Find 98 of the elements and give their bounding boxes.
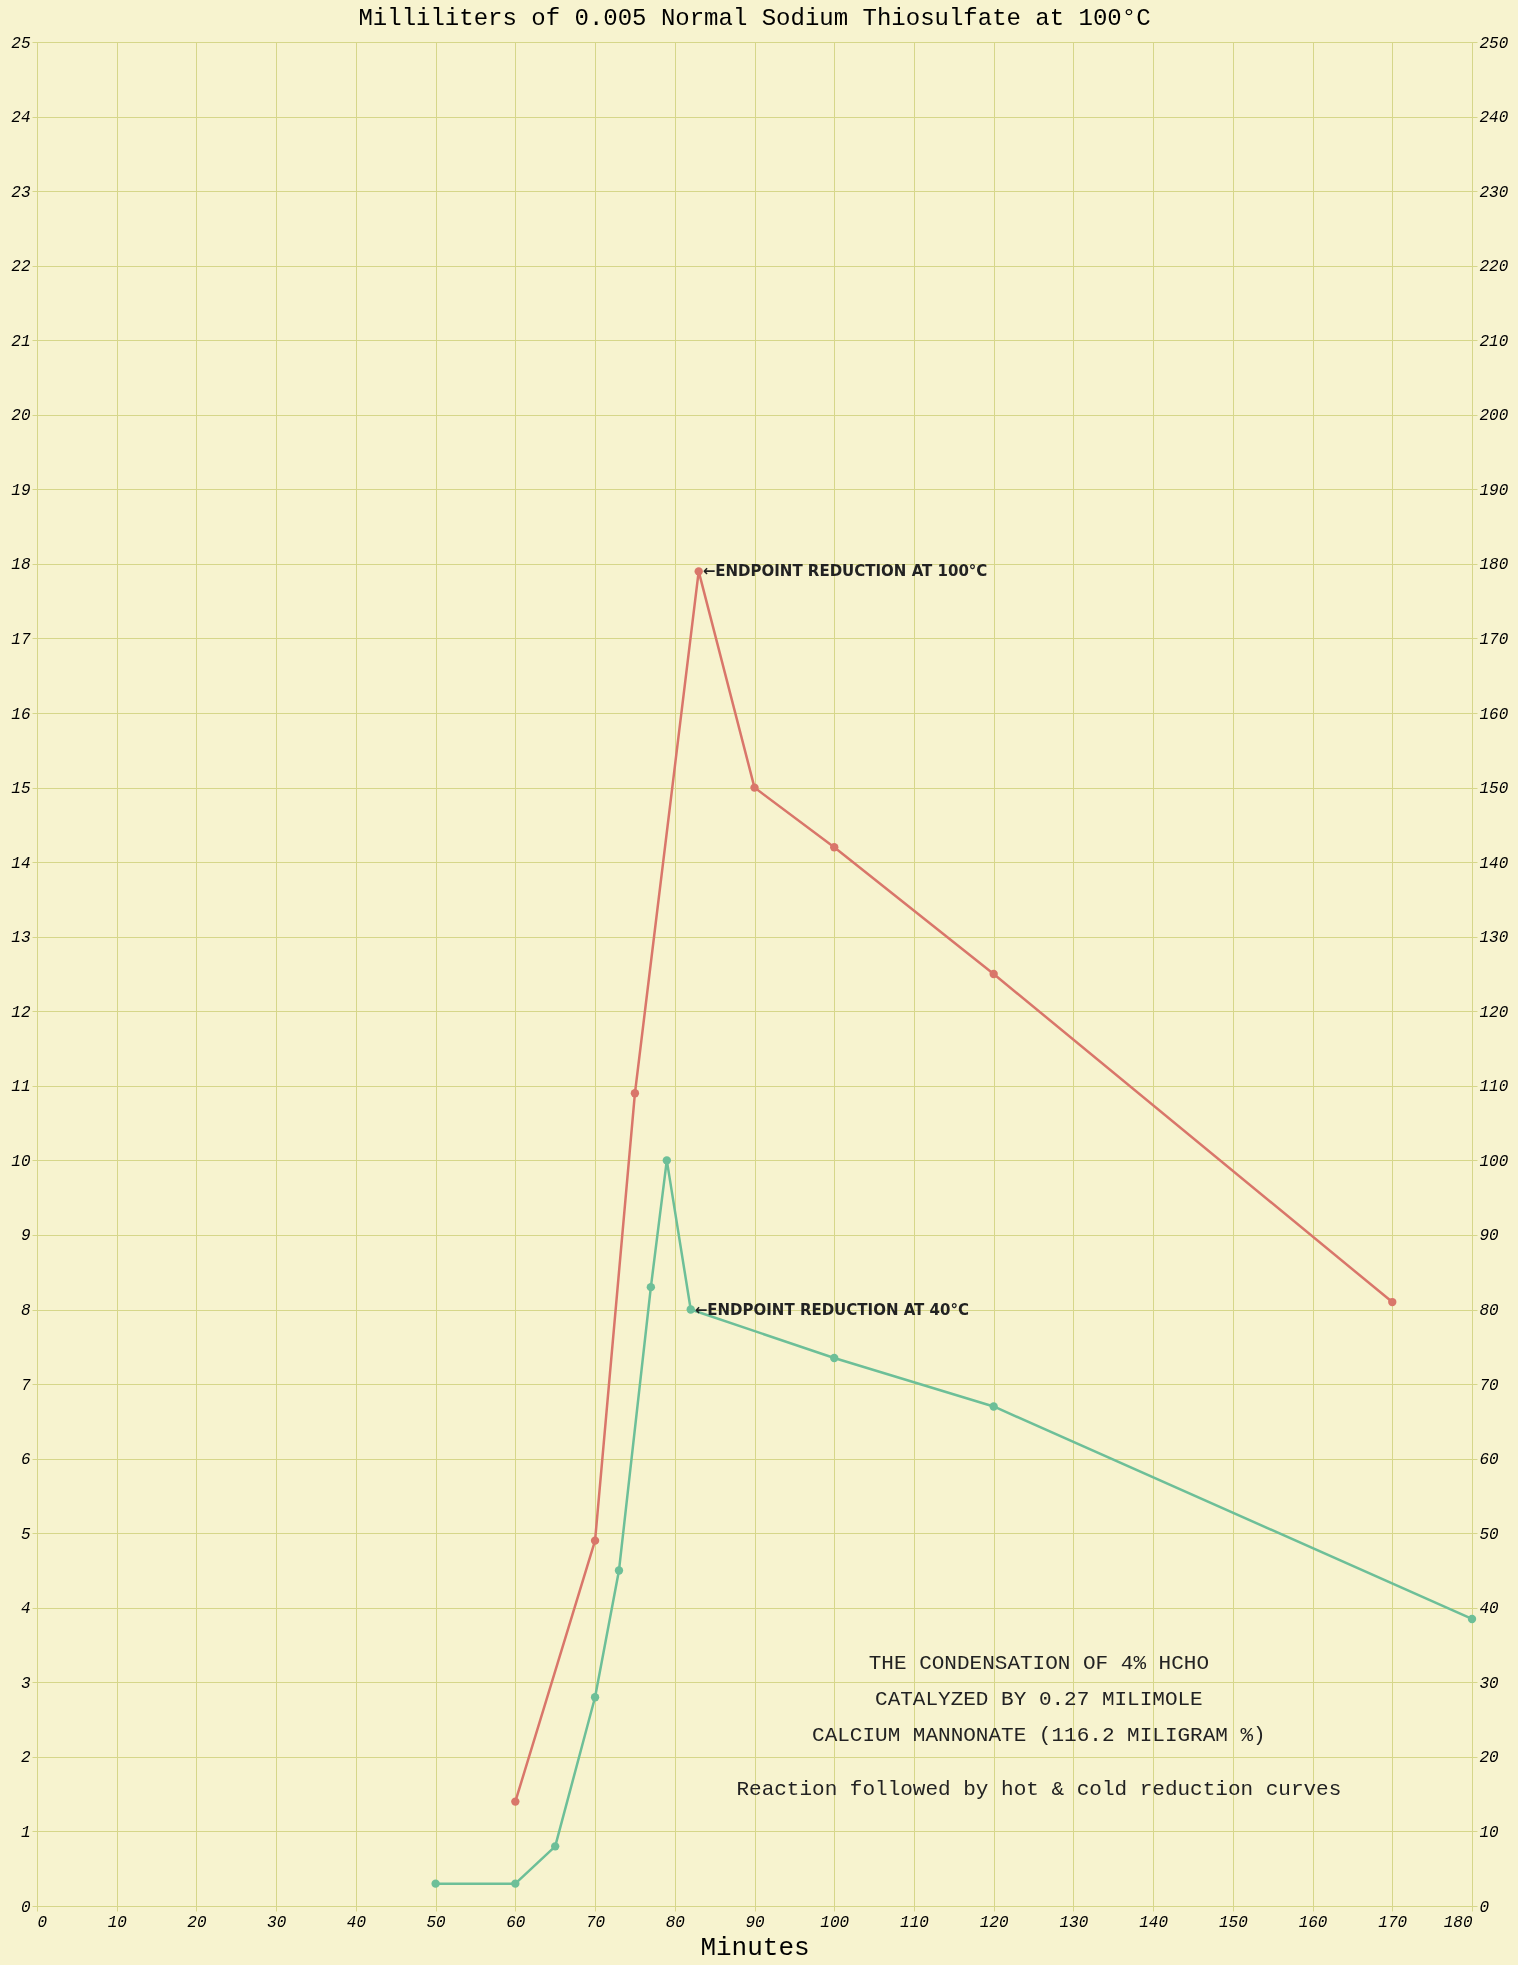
y2-tick-label: 160 (1479, 705, 1509, 724)
y2-tick-label: 0 (1479, 1898, 1490, 1917)
y2-tick-label: 90 (1479, 1227, 1500, 1246)
annotation: CALCIUM MANNONATE (116.2 MILIGRAM %) (812, 1724, 1266, 1748)
x-tick-label: 10 (107, 1913, 128, 1932)
y-tick-label: 6 (20, 1451, 31, 1470)
y2-tick-label: 250 (1479, 34, 1509, 53)
x-tick-label: 170 (1378, 1913, 1408, 1932)
y2-tick-label: 170 (1479, 630, 1509, 649)
y-tick-label: 10 (11, 1152, 31, 1171)
y-tick-label: 23 (11, 183, 31, 202)
point (590, 1693, 600, 1702)
y2-tick-label: 130 (1479, 929, 1509, 948)
annotation: Reaction followed by hot & cold reduction curves (736, 1778, 1342, 1802)
y2-tick-label: 200 (1479, 407, 1509, 426)
y2-tick-label: 230 (1479, 183, 1509, 202)
y2-tick-label: 210 (1479, 332, 1509, 351)
y-tick-label: 19 (11, 481, 31, 500)
y2-tick-label: 60 (1479, 1451, 1500, 1470)
y-tick-label: 4 (20, 1600, 31, 1619)
y2-tick-label: 120 (1479, 1003, 1509, 1022)
point (551, 1842, 560, 1851)
y-tick-label: 21 (11, 332, 31, 351)
point (431, 1879, 440, 1888)
y-tick-label: 15 (11, 780, 31, 799)
y-tick-label: 11 (11, 1078, 31, 1097)
y2-tick-label: 220 (1479, 258, 1509, 277)
y2-tick-label: 240 (1479, 109, 1509, 128)
x-tick-label: 180 (1443, 1913, 1473, 1932)
y2-tick-label: 140 (1479, 854, 1509, 873)
point (750, 783, 759, 792)
y2-tick-label: 190 (1479, 481, 1509, 500)
x-axis-title: Minutes (700, 1932, 810, 1963)
y2-tick-label: 180 (1479, 556, 1509, 575)
point (989, 1402, 998, 1411)
x-tick-label: 30 (267, 1913, 287, 1932)
y-tick-label: 1 (20, 1823, 31, 1842)
point (646, 1282, 656, 1292)
y-tick-label: 18 (11, 556, 31, 575)
annotation: CATALYZED BY 0.27 MILIMOLE (875, 1688, 1203, 1712)
y2-tick-label: 50 (1479, 1525, 1500, 1544)
point (694, 567, 703, 576)
y-tick-label: 13 (11, 929, 31, 948)
point (511, 1879, 520, 1888)
point (1467, 1614, 1477, 1624)
y2-tick-label: 70 (1479, 1376, 1500, 1395)
y2-tick-label: 40 (1479, 1600, 1500, 1619)
y-tick-label: 7 (20, 1376, 31, 1395)
y-tick-label: 25 (11, 34, 31, 53)
y-tick-label: 24 (11, 109, 31, 128)
y-tick-label: 8 (20, 1302, 31, 1321)
y2-tick-label: 100 (1479, 1152, 1509, 1171)
x-tick-label: 110 (900, 1913, 930, 1932)
point (630, 1089, 640, 1098)
y2-tick-label: 30 (1479, 1674, 1500, 1693)
x-tick-label: 60 (506, 1913, 526, 1932)
x-tick-label: 0 (37, 1913, 48, 1932)
x-tick-label: 100 (820, 1913, 850, 1932)
y-tick-label: 9 (20, 1227, 31, 1246)
y2-tick-label: 80 (1479, 1302, 1500, 1321)
x-tick-label: 150 (1218, 1913, 1249, 1932)
point (1388, 1297, 1397, 1307)
x-tick-label: 50 (426, 1913, 447, 1932)
chart-title: Milliliters of 0.005 Normal Sodium Thiosulfate at 100°C (358, 5, 1151, 32)
x-tick-label: 120 (979, 1913, 1009, 1932)
y-tick-label: 2 (20, 1749, 31, 1768)
x-tick-label: 20 (187, 1913, 207, 1932)
x-tick-label: 130 (1059, 1913, 1089, 1932)
point (590, 1536, 600, 1545)
y2-tick-label: 150 (1479, 780, 1509, 799)
point (830, 843, 839, 852)
x-tick-label: 90 (745, 1913, 765, 1932)
y-tick-label: 12 (11, 1003, 31, 1022)
point (830, 1353, 839, 1363)
y-tick-label: 16 (11, 705, 31, 724)
x-tick-label: 140 (1139, 1913, 1169, 1932)
y-tick-label: 14 (11, 854, 31, 873)
y-tick-label: 22 (11, 258, 31, 277)
annotation: ←ENDPOINT REDUCTION AT 40°C (694, 1300, 969, 1319)
y-tick-label: 0 (20, 1898, 31, 1917)
point (662, 1156, 671, 1165)
point (614, 1566, 624, 1575)
y-tick-label: 3 (20, 1674, 31, 1693)
x-tick-label: 70 (585, 1913, 606, 1932)
x-tick-label: 40 (346, 1913, 367, 1932)
annotation: THE CONDENSATION OF 4% HCHO (868, 1652, 1210, 1676)
x-tick-label: 80 (665, 1913, 686, 1932)
y2-tick-label: 20 (1479, 1749, 1500, 1768)
y2-tick-label: 110 (1479, 1078, 1509, 1097)
annotation: ←ENDPOINT REDUCTION AT 100°C (702, 562, 988, 581)
x-tick-label: 160 (1298, 1913, 1328, 1932)
point (989, 969, 998, 979)
point (686, 1305, 695, 1314)
point (511, 1797, 520, 1806)
y-tick-label: 17 (11, 630, 31, 649)
y-tick-label: 5 (20, 1525, 31, 1544)
y2-tick-label: 10 (1479, 1823, 1500, 1842)
y-tick-label: 20 (11, 407, 31, 426)
